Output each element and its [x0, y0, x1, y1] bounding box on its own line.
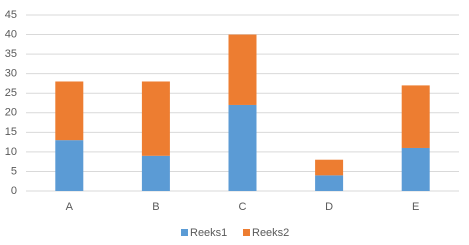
- y-tick-label: 40: [5, 28, 17, 40]
- bar-segment: [55, 140, 84, 191]
- bar-segment: [228, 34, 257, 105]
- x-tick-label: A: [66, 201, 74, 213]
- x-tick-label: E: [412, 201, 419, 213]
- y-tick-label: 35: [5, 48, 17, 60]
- bar-segment: [401, 147, 430, 191]
- bar-segment: [141, 81, 170, 156]
- legend-label: Reeks2: [252, 227, 289, 239]
- bar-segment: [401, 85, 430, 148]
- y-tick-label: 0: [11, 185, 17, 197]
- y-tick-label: 25: [5, 87, 17, 99]
- bar-segment: [141, 155, 170, 191]
- legend-label: Reeks1: [190, 227, 227, 239]
- bar-segment: [55, 81, 84, 141]
- bar-segment: [228, 104, 257, 191]
- y-tick-label: 5: [11, 165, 17, 177]
- y-tick-label: 10: [5, 146, 17, 158]
- legend-swatch: [181, 229, 188, 236]
- x-tick-label: B: [152, 201, 159, 213]
- y-tick-label: 30: [5, 68, 17, 80]
- bar-segment: [315, 159, 344, 176]
- y-tick-label: 20: [5, 107, 17, 119]
- x-tick-label: C: [239, 201, 247, 213]
- legend-swatch: [243, 229, 250, 236]
- y-tick-label: 45: [5, 9, 17, 21]
- x-tick-label: D: [325, 201, 333, 213]
- bar-segment: [315, 175, 344, 191]
- y-tick-label: 15: [5, 126, 17, 138]
